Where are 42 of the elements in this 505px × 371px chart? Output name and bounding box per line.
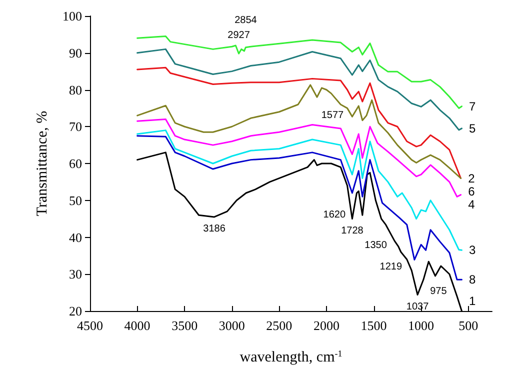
y-tick-label: 20	[69, 304, 82, 318]
y-tick-label: 90	[69, 45, 82, 60]
annotation: 1219	[380, 262, 402, 272]
series-label: 3	[469, 243, 476, 258]
x-tick-label: 3500	[172, 318, 198, 333]
y-axis-title: Transmittance, %	[34, 110, 50, 216]
annotation: 1728	[341, 225, 364, 236]
annotation: 1577	[321, 110, 344, 122]
line-series	[136, 130, 462, 251]
line-series	[136, 48, 462, 131]
x-tick-label: 1000	[408, 318, 434, 333]
series-label: 6	[468, 184, 476, 198]
series-label: 5	[469, 121, 476, 136]
y-tick-label: 80	[69, 82, 82, 98]
x-tick-label: 500	[458, 318, 478, 333]
annotation: 1350	[364, 240, 388, 252]
series-label: 4	[468, 197, 476, 212]
y-tick-label: 70	[69, 119, 82, 134]
x-tick-label: 1500	[360, 318, 387, 333]
x-tick-label: 4500	[77, 318, 103, 333]
x-tick-label: 2500	[266, 318, 292, 333]
line-series	[136, 66, 462, 179]
y-tick-label: 30	[69, 266, 82, 282]
line-series	[136, 118, 462, 198]
annotation: 975	[430, 286, 448, 298]
y-tick-label: 100	[62, 8, 82, 24]
series-label: 1	[469, 294, 476, 308]
x-tick-label: 4000	[124, 318, 150, 333]
y-tick-label: 60	[69, 156, 82, 171]
line-series	[136, 135, 462, 280]
annotation: 3186	[203, 223, 226, 234]
x-tick-label: 3000	[218, 318, 245, 333]
annotation: 1620	[323, 210, 346, 221]
line-series	[136, 84, 462, 179]
annotation: 2854	[234, 14, 258, 26]
series-label: 2	[468, 171, 476, 186]
series-label: 7	[469, 99, 476, 114]
x-tick-label: 2000	[313, 318, 340, 333]
y-tick-label: 40	[69, 230, 82, 245]
annotation: 2927	[228, 30, 250, 42]
y-tick-label: 50	[69, 192, 82, 208]
series-label: 8	[469, 272, 476, 287]
